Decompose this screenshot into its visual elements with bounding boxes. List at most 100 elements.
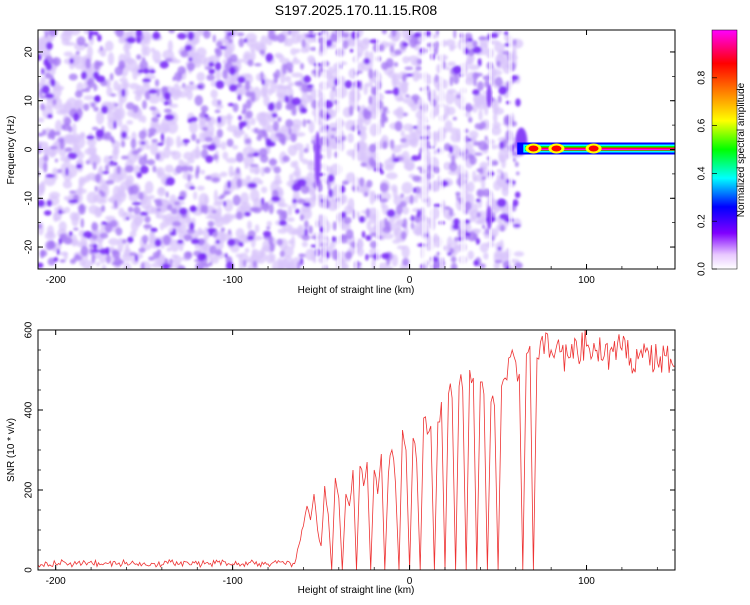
noise-blob — [400, 193, 405, 198]
noise-blob — [513, 38, 517, 46]
noise-blob — [285, 103, 295, 111]
noise-blob — [329, 241, 336, 249]
noise-blob — [274, 173, 281, 185]
noise-blob — [211, 256, 219, 264]
noise-blob — [79, 178, 90, 183]
noise-blob — [227, 102, 235, 107]
spectrogram-x-tick-label: 0 — [407, 275, 413, 286]
noise-blob — [318, 126, 323, 134]
noise-blob — [68, 199, 79, 204]
noise-blob — [449, 161, 458, 172]
noise-blob — [260, 166, 265, 177]
noise-blob — [144, 90, 151, 101]
noise-blob — [510, 75, 519, 81]
noise-blob — [279, 250, 285, 258]
noise-blob — [54, 119, 63, 134]
noise-blob — [228, 38, 233, 44]
noise-blob — [116, 165, 122, 175]
noise-blob — [143, 224, 153, 229]
noise-blob — [243, 259, 247, 268]
snr-x-tick-label: 100 — [578, 576, 595, 587]
snr-x-label: Height of straight line (km) — [298, 585, 415, 596]
noise-blob — [156, 208, 162, 212]
noise-blob — [371, 85, 375, 96]
noise-blob — [100, 178, 105, 188]
noise-blob — [282, 255, 294, 269]
noise-blob — [259, 49, 266, 55]
noise-blob — [492, 112, 498, 123]
noise-blob — [407, 55, 420, 63]
noise-blob — [215, 249, 223, 256]
noise-blob — [155, 153, 159, 161]
noise-blob — [159, 60, 169, 69]
noise-blob — [141, 115, 147, 124]
noise-blob — [206, 74, 215, 81]
noise-blob — [515, 98, 521, 107]
noise-blob — [50, 130, 56, 141]
noise-blob — [481, 224, 486, 230]
noise-blob — [168, 30, 176, 34]
noise-blob — [260, 186, 268, 194]
noise-blob — [287, 30, 292, 36]
noise-blob — [214, 61, 222, 71]
noise-blob — [49, 145, 58, 150]
noise-blob — [165, 213, 174, 227]
noise-blob — [38, 221, 44, 236]
noise-blob — [389, 45, 395, 53]
noise-blob — [92, 161, 97, 170]
noise-blob — [444, 206, 451, 210]
noise-blob — [476, 218, 489, 225]
noise-blob — [190, 238, 200, 245]
noise-blob — [285, 61, 294, 71]
vertical-streak — [421, 30, 427, 269]
noise-blob — [502, 139, 508, 144]
colorbar-tick-label: 0.2 — [697, 214, 708, 228]
noise-blob — [40, 103, 46, 111]
noise-blob — [308, 120, 315, 134]
noise-blob — [163, 108, 172, 114]
snr-x-tick-label: 0 — [407, 576, 413, 587]
noise-blob — [186, 90, 193, 101]
noise-blob — [265, 253, 274, 264]
noise-blob — [400, 82, 408, 94]
noise-blob — [391, 30, 397, 38]
noise-blob — [227, 229, 232, 235]
noise-blob — [432, 233, 439, 243]
noise-blob — [412, 175, 422, 182]
noise-blob — [196, 47, 207, 58]
noise-blob — [38, 262, 44, 269]
noise-blob — [142, 234, 149, 244]
noise-blob — [151, 138, 159, 143]
noise-blob — [307, 95, 314, 102]
noise-blob — [164, 114, 175, 121]
noise-blob — [204, 175, 212, 180]
noise-blob — [301, 234, 311, 241]
noise-blob — [160, 132, 165, 141]
spectral-feature — [486, 205, 492, 230]
noise-blob — [57, 168, 63, 174]
noise-blob — [114, 66, 123, 76]
noise-blob — [468, 130, 479, 139]
noise-blob — [400, 137, 407, 144]
noise-blob — [104, 131, 112, 140]
spectral-feature — [314, 131, 321, 188]
noise-blob — [512, 180, 516, 185]
noise-blob — [73, 112, 80, 122]
noise-blob — [238, 241, 244, 247]
noise-blob — [445, 66, 450, 71]
noise-blob — [99, 232, 109, 239]
noise-blob — [149, 69, 156, 74]
noise-blob — [412, 125, 418, 129]
noise-blob — [106, 101, 114, 113]
noise-blob — [493, 250, 504, 259]
noise-blob — [468, 64, 480, 71]
noise-blob — [496, 60, 501, 67]
noise-blob — [263, 166, 271, 174]
noise-blob — [121, 131, 127, 139]
noise-blob — [84, 87, 91, 93]
noise-blob — [74, 90, 83, 98]
noise-blob — [95, 173, 101, 183]
noise-blob — [207, 220, 215, 228]
noise-blob — [96, 198, 107, 205]
noise-blob — [404, 94, 410, 98]
